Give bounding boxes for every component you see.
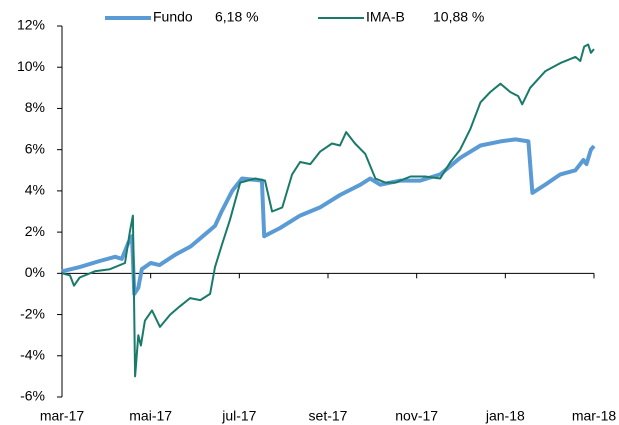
x-tick-label: nov-17 <box>395 408 438 424</box>
y-tick-label: 6% <box>25 140 45 156</box>
legend-value: 10,88 % <box>433 9 484 25</box>
y-tick-label: -6% <box>20 388 45 404</box>
y-tick-label: -2% <box>20 305 45 321</box>
y-tick-label: 10% <box>17 58 45 74</box>
x-tick-label: mar-17 <box>40 408 85 424</box>
line-series <box>61 43 595 378</box>
x-tick-label: mai-17 <box>129 408 172 424</box>
y-tick-label: 2% <box>25 223 45 239</box>
legend-label: IMA-B <box>366 9 405 25</box>
y-tick-label: 0% <box>25 264 45 280</box>
line-series <box>61 137 596 296</box>
legend-label: Fundo <box>153 9 193 25</box>
legend-value: 6,18 % <box>215 9 259 25</box>
y-tick-label: 4% <box>25 182 45 198</box>
y-tick-label: -4% <box>20 346 45 362</box>
x-tick-label: set-17 <box>309 408 348 424</box>
x-tick-label: jul-17 <box>221 408 256 424</box>
y-tick-label: 12% <box>17 17 45 33</box>
y-tick-label: 8% <box>25 99 45 115</box>
x-tick-label: mar-18 <box>572 408 617 424</box>
x-tick-label: jan-18 <box>485 408 525 424</box>
